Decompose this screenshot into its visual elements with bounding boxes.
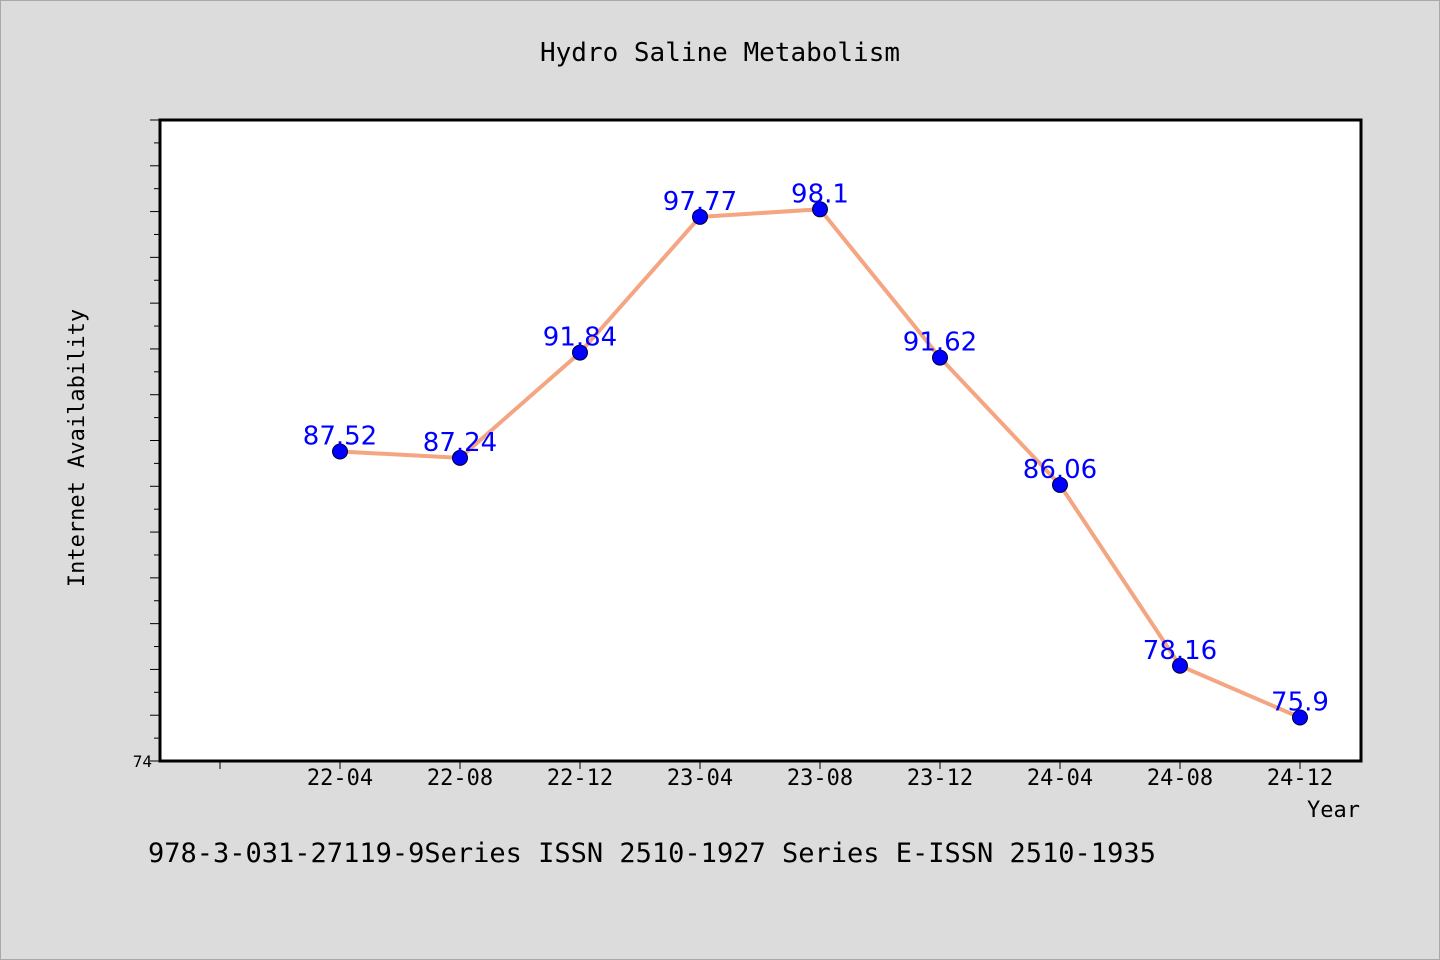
data-labels: 87.52 87.24 91.84 97.77 98.1 91.62 86.06 78.16 7… (303, 179, 1329, 717)
x-tick-label: 23-08 (787, 766, 853, 791)
data-point (332, 443, 348, 460)
data-point (932, 349, 948, 366)
x-tick-label: 22-08 (427, 766, 493, 791)
data-point (692, 208, 708, 225)
x-tick-label: 24-08 (1147, 766, 1213, 791)
data-label: 87.24 (423, 428, 497, 458)
data-markers (332, 201, 1308, 726)
chart-title: Hydro Saline Metabolism (540, 38, 900, 68)
data-label: 86.06 (1023, 455, 1097, 485)
data-point (1292, 709, 1308, 726)
y-tick-label: 74 (133, 752, 152, 771)
x-tick-label: 24-12 (1267, 766, 1333, 791)
data-point (452, 449, 468, 466)
x-tick-label: 23-12 (907, 766, 973, 791)
x-tick-label: 22-12 (547, 766, 613, 791)
plot-area (158, 118, 1363, 763)
x-axis-label: Year (1307, 798, 1360, 823)
data-label: 87.52 (303, 421, 377, 451)
footer-text: 978-3-031-27119-9Series ISSN 2510-1927 S… (148, 838, 1156, 869)
data-point (812, 201, 828, 218)
x-tick-label: 24-04 (1027, 766, 1093, 791)
data-point (1172, 657, 1188, 674)
x-axis-ticks: 22-04 22-08 22-12 23-04 23-08 23-12 24-04 24-08… (219, 761, 1333, 791)
data-point (572, 344, 588, 361)
data-label: 91.84 (543, 323, 617, 353)
data-label: 97.77 (663, 187, 737, 217)
data-label: 78.16 (1143, 636, 1217, 666)
x-tick-label: 22-04 (307, 766, 373, 791)
data-point (1052, 476, 1068, 493)
data-label: 98.1 (791, 179, 849, 209)
data-label: 75.9 (1271, 688, 1329, 718)
y-axis-ticks: 74 (133, 119, 160, 771)
y-axis-label: Internet Availability (65, 309, 90, 587)
data-label: 91.62 (903, 328, 977, 358)
x-tick-label: 23-04 (667, 766, 733, 791)
